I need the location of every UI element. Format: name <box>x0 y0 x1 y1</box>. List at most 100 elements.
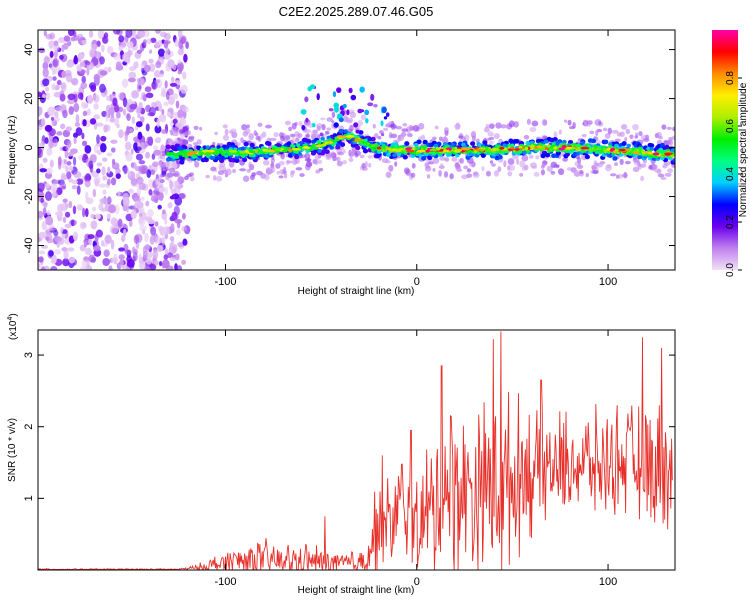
heatmap-cell <box>406 149 415 153</box>
heatmap-cell <box>357 125 361 131</box>
heatmap-cell <box>536 145 543 149</box>
heatmap-cell <box>567 119 572 126</box>
heatmap-cell <box>38 262 41 269</box>
heatmap-cell <box>304 158 312 162</box>
heatmap-cell <box>642 138 650 143</box>
heatmap-cell <box>62 198 68 203</box>
heatmap-cell <box>454 146 458 150</box>
heatmap-cell <box>73 136 77 145</box>
spectrogram-x-tick-label: -100 <box>214 276 236 288</box>
heatmap-cell <box>75 114 80 124</box>
heatmap-cell <box>451 156 458 162</box>
heatmap-cell <box>202 149 209 153</box>
heatmap-cell <box>152 249 159 259</box>
heatmap-cell <box>363 138 368 143</box>
heatmap-cell <box>619 148 626 152</box>
heatmap-cell <box>404 141 410 146</box>
heatmap-cell <box>138 182 146 191</box>
heatmap-cell <box>329 154 335 158</box>
heatmap-cell <box>510 143 515 148</box>
heatmap-cell <box>163 254 169 260</box>
heatmap-cell <box>333 105 339 113</box>
heatmap-cell <box>276 170 280 175</box>
heatmap-cell <box>157 204 162 210</box>
heatmap-cell <box>670 148 675 153</box>
heatmap-cell <box>610 147 616 151</box>
heatmap-cell <box>507 171 513 177</box>
heatmap-cell <box>661 124 667 130</box>
heatmap-cell <box>292 147 301 151</box>
heatmap-cell <box>163 39 169 49</box>
heatmap-cell <box>438 170 442 177</box>
heatmap-cell <box>85 247 92 256</box>
heatmap-cell <box>345 134 355 138</box>
heatmap-cell <box>355 145 361 151</box>
heatmap-cell <box>140 142 145 149</box>
heatmap-cell <box>169 242 174 250</box>
heatmap-cell <box>578 169 584 174</box>
heatmap-cell <box>470 130 477 138</box>
heatmap-cell <box>74 122 81 127</box>
heatmap-cell <box>93 93 100 104</box>
heatmap-cell <box>636 148 640 152</box>
heatmap-cell <box>46 226 53 232</box>
heatmap-cell <box>194 161 200 168</box>
heatmap-cell <box>284 146 288 150</box>
heatmap-cell <box>199 126 203 131</box>
heatmap-cell <box>133 197 141 203</box>
heatmap-cell <box>488 123 495 129</box>
heatmap-cell <box>508 138 514 144</box>
heatmap-cell <box>100 143 107 153</box>
heatmap-cell <box>406 132 413 137</box>
heatmap-cell <box>128 188 134 194</box>
heatmap-cell <box>599 150 603 154</box>
heatmap-cell <box>46 209 51 216</box>
heatmap-cell <box>104 234 112 245</box>
heatmap-cell <box>118 44 123 52</box>
heatmap-cell <box>172 170 180 178</box>
heatmap-cell <box>455 153 460 158</box>
heatmap-cell <box>56 131 63 136</box>
heatmap-cell <box>106 213 111 220</box>
heatmap-cell <box>388 148 393 152</box>
heatmap-cell <box>637 155 642 160</box>
heatmap-cell <box>531 120 539 127</box>
heatmap-cell <box>101 166 106 176</box>
heatmap-cell <box>533 171 540 177</box>
heatmap-cell <box>403 167 410 175</box>
heatmap-cell <box>136 176 144 185</box>
heatmap-cell <box>360 114 367 121</box>
heatmap-cell <box>489 160 494 164</box>
heatmap-cell <box>179 156 185 162</box>
heatmap-cell <box>561 145 567 148</box>
heatmap-cell <box>162 209 166 215</box>
heatmap-cell <box>71 77 79 86</box>
heatmap-cell <box>379 130 384 134</box>
heatmap-cell <box>139 225 147 232</box>
heatmap-cell <box>147 219 155 225</box>
heatmap-cell <box>73 30 77 37</box>
heatmap-cell <box>60 82 66 90</box>
heatmap-cell <box>599 160 605 165</box>
heatmap-cell <box>562 157 568 162</box>
heatmap-cell <box>72 156 77 166</box>
heatmap-cell <box>487 131 494 137</box>
heatmap-cell <box>263 160 270 166</box>
heatmap-cell <box>522 166 527 171</box>
heatmap-cell <box>62 129 71 138</box>
heatmap-cell <box>98 203 104 211</box>
heatmap-cell <box>184 124 190 131</box>
heatmap-cell <box>439 156 446 161</box>
heatmap-cell <box>81 101 87 109</box>
heatmap-cell <box>462 136 466 141</box>
heatmap-cell <box>45 92 51 100</box>
heatmap-cell <box>172 127 180 133</box>
heatmap-cell <box>164 217 168 225</box>
heatmap-cell <box>152 161 159 167</box>
heatmap-cell <box>108 107 115 116</box>
heatmap-cell <box>169 180 173 190</box>
heatmap-cell <box>170 188 177 195</box>
heatmap-cell <box>381 106 387 114</box>
heatmap-cell <box>346 117 354 123</box>
heatmap-cell <box>657 168 662 176</box>
